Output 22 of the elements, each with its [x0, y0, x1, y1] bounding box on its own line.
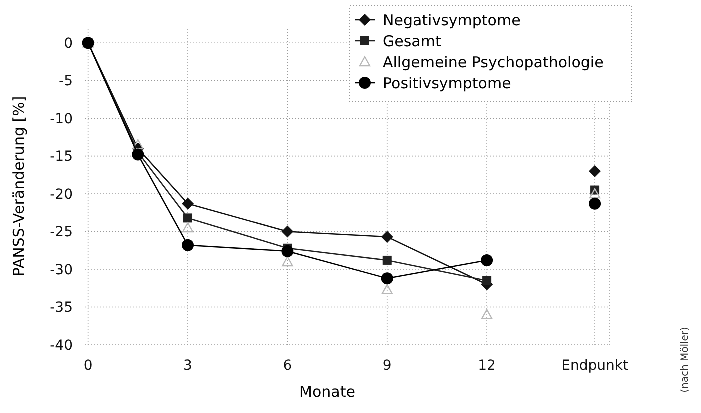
x-tick-label: 12: [478, 358, 496, 374]
legend-label: Gesamt: [383, 32, 442, 50]
legend-label: Allgemeine Psychopathologie: [383, 53, 604, 72]
y-tick-label: -20: [50, 186, 73, 203]
x-tick-label: 3: [184, 358, 192, 374]
x-axis-title: Monate: [300, 383, 356, 401]
y-tick-label: -40: [50, 338, 73, 354]
y-tick-label: 0: [64, 36, 73, 52]
x-tick-label: Endpunkt: [562, 358, 629, 374]
y-axis-title: PANSS-Veränderung [%]: [10, 96, 28, 277]
x-tick-label: 0: [84, 358, 93, 374]
y-tick-label: -35: [50, 300, 73, 316]
y-tick-label: -5: [59, 74, 73, 90]
legend-label: Negativsymptome: [383, 11, 521, 30]
y-tick-label: -15: [50, 149, 73, 166]
legend-label: Positivsymptome: [383, 74, 512, 92]
y-tick-label: -25: [50, 224, 73, 241]
x-tick-label: 6: [283, 358, 292, 374]
text: (nach Möller): [680, 326, 691, 393]
x-tick-label: 9: [382, 358, 392, 374]
y-tick-label: -10: [50, 111, 73, 128]
y-tick-label: -30: [50, 262, 73, 278]
